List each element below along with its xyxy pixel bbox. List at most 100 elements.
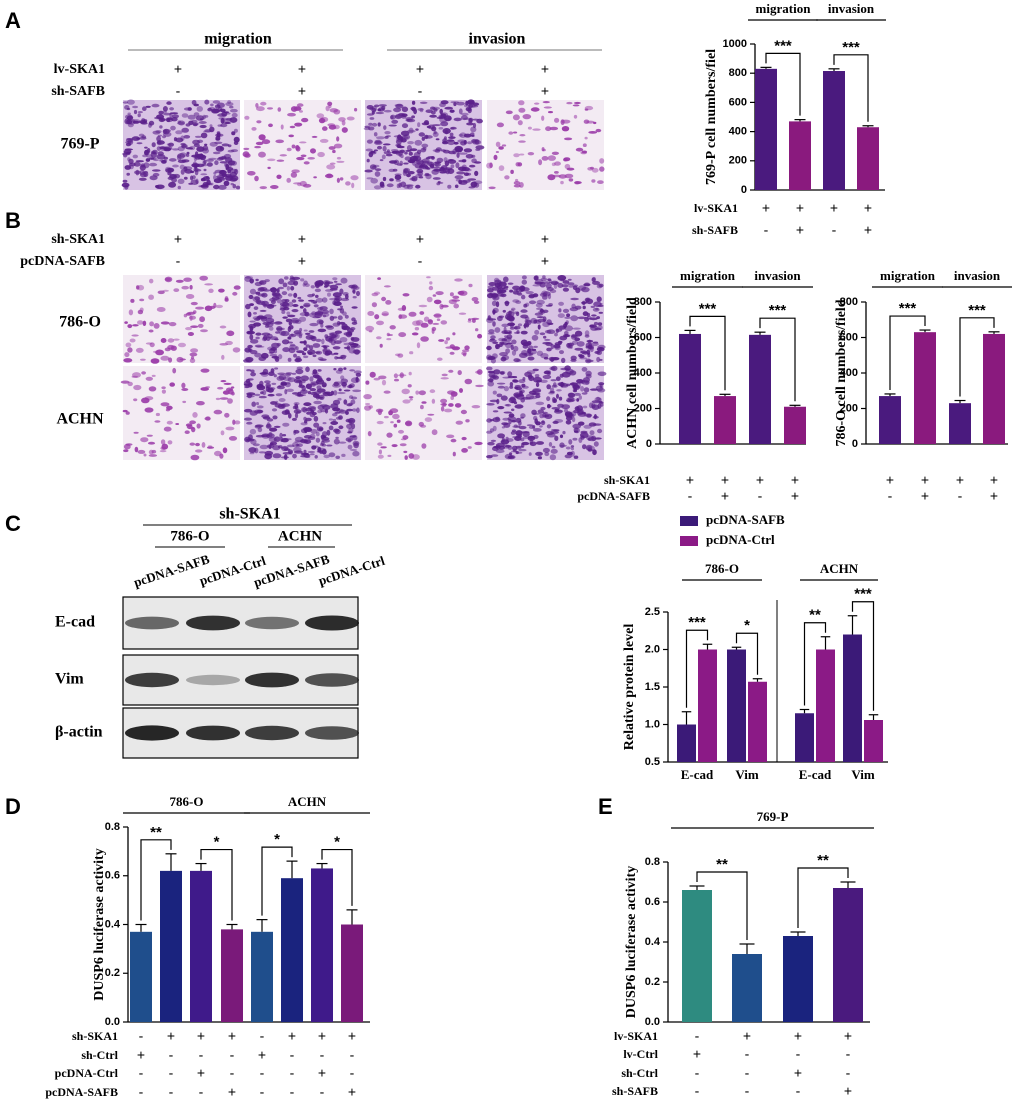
cell: [148, 329, 154, 333]
protein-label: β-actin: [55, 724, 103, 741]
cell: [393, 373, 398, 379]
cell: [204, 99, 210, 105]
cell: [521, 275, 527, 280]
cell: [590, 342, 599, 347]
cell: [398, 314, 408, 319]
cell: [513, 424, 518, 428]
cell: [407, 384, 412, 388]
cell: [248, 294, 254, 300]
cell: [439, 303, 444, 310]
cell: [420, 322, 429, 328]
cell: [313, 422, 320, 428]
cell: [338, 367, 343, 372]
cell: [530, 107, 540, 112]
significance-label: **: [150, 824, 162, 841]
cell: [291, 417, 297, 421]
cell: [548, 303, 553, 307]
cell: [373, 132, 378, 137]
cell: [215, 397, 221, 401]
cell: [447, 159, 457, 164]
cell: [440, 320, 448, 325]
cell: [381, 296, 387, 302]
cell: [520, 309, 528, 313]
cell: [452, 451, 456, 457]
cell: [313, 301, 317, 304]
micrograph: [242, 100, 361, 190]
cell: [414, 162, 424, 169]
cell: [468, 283, 473, 288]
sign: +: [844, 1083, 852, 1099]
row-label: sh-SKA1: [604, 473, 650, 487]
cell: [310, 285, 315, 289]
cell: [189, 285, 193, 290]
sign: -: [745, 1046, 750, 1062]
cell: [599, 158, 605, 164]
cell: [270, 442, 274, 446]
micrograph-bg: [365, 275, 482, 363]
sign: +: [318, 1028, 326, 1044]
cell: [295, 332, 303, 337]
cell: [440, 406, 445, 412]
cell: [421, 443, 427, 449]
cell: [190, 175, 194, 181]
cell: [461, 112, 469, 116]
bar: [732, 954, 762, 1022]
cell: [321, 297, 328, 303]
cell: [544, 451, 550, 457]
cell: [408, 311, 417, 317]
cell: [593, 321, 599, 326]
error-bar: [868, 714, 879, 720]
cell: [305, 344, 310, 348]
cell: [302, 406, 308, 413]
cell: [194, 135, 202, 138]
cell: [436, 116, 446, 120]
sign: +: [721, 472, 729, 488]
cell: [303, 302, 311, 308]
cell: [496, 393, 503, 398]
cell: [212, 151, 221, 155]
cell: [596, 283, 603, 289]
cell: [589, 430, 595, 436]
cell: [329, 297, 338, 301]
cell: [190, 348, 199, 353]
cell: [398, 113, 406, 116]
cell: [390, 421, 394, 424]
cell: [243, 359, 250, 363]
cell: [383, 125, 387, 130]
cell: [457, 290, 465, 295]
cell: [566, 397, 572, 403]
cell: [168, 357, 173, 363]
cell: [434, 162, 441, 167]
cell: [573, 427, 579, 433]
cell: [564, 137, 573, 141]
cell: [287, 112, 296, 117]
cell: [365, 325, 375, 332]
cell: [527, 356, 535, 361]
cell: [145, 342, 153, 345]
cell: [329, 308, 334, 315]
cell: [408, 453, 415, 459]
cell: [505, 110, 513, 115]
cell: [515, 300, 522, 305]
cell: [565, 368, 574, 375]
cell: [287, 357, 292, 362]
cell: [410, 148, 418, 152]
micrograph: [120, 366, 241, 461]
cell: [402, 170, 407, 176]
cell: [492, 309, 496, 315]
cell: [521, 385, 529, 389]
cell: [546, 396, 551, 402]
cell: [185, 153, 190, 157]
cell: [255, 291, 261, 295]
cell: [345, 418, 351, 423]
cell: [458, 152, 468, 155]
cell: [388, 410, 393, 416]
cell: [517, 434, 522, 438]
cell: [252, 443, 260, 447]
cell: [551, 151, 560, 155]
cell: [277, 404, 285, 409]
cell: [322, 345, 327, 348]
cell: [518, 140, 526, 143]
cell: [513, 131, 518, 134]
error-bar: [754, 331, 766, 335]
